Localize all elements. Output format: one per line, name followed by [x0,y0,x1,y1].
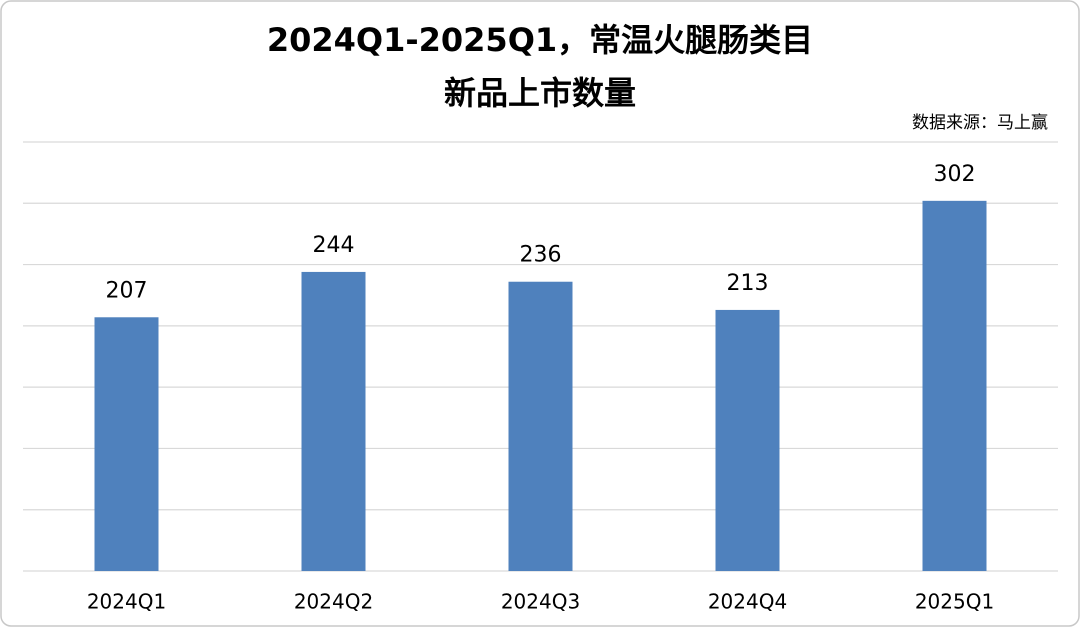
data-label: 236 [520,243,562,268]
x-tick-label: 2024Q2 [294,590,373,614]
chart-title: 新品上市数量 [444,74,636,112]
data-label: 302 [934,162,976,187]
chart-title: 2024Q1-2025Q1，常温火腿肠类目 [267,21,813,59]
data-label: 213 [727,271,769,296]
x-tick-label: 2025Q1 [915,590,994,614]
x-tick-label: 2024Q4 [708,590,787,614]
bar [301,271,366,571]
bar [508,281,573,571]
bar [922,200,987,571]
x-tick-label: 2024Q3 [501,590,580,614]
x-tick-label: 2024Q1 [87,590,166,614]
data-label: 207 [106,278,148,303]
bar [715,309,780,571]
source-note: 数据来源：马上赢 [912,113,1048,133]
data-label: 244 [313,233,355,258]
bar [94,317,159,571]
